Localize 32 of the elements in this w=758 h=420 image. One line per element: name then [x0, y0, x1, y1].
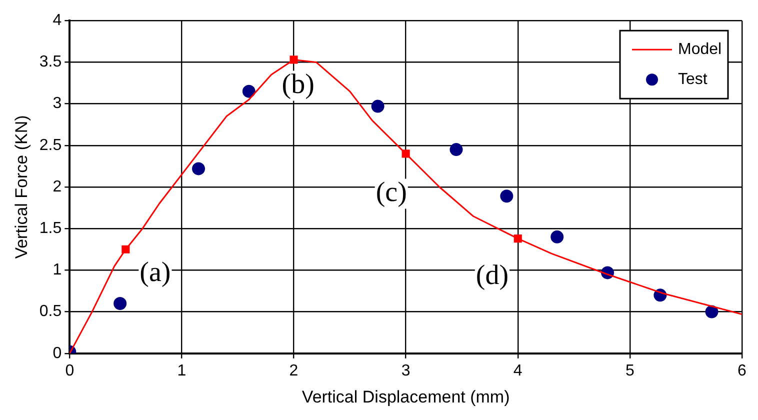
- x-tick-label: 6: [738, 362, 747, 380]
- y-axis-title: Vertical Force (KN): [12, 115, 31, 259]
- y-tick-label: 0: [52, 344, 62, 362]
- point: [371, 100, 384, 113]
- y-tick-label: 1: [52, 262, 62, 279]
- y-tick-label: 3: [52, 95, 62, 112]
- point: [500, 190, 514, 203]
- y-tick-label: 0.5: [39, 303, 62, 320]
- x-axis-title: Vertical Displacement (mm): [302, 387, 510, 406]
- x-tick-label: 3: [401, 362, 410, 380]
- annotation: (d): [476, 260, 509, 291]
- x-tick-label: 4: [513, 362, 522, 380]
- x-tick-label: 5: [625, 362, 634, 380]
- point: [114, 296, 127, 310]
- y-tick-label: 2: [52, 178, 62, 196]
- point: [242, 84, 256, 98]
- y-tick-label: 1.5: [39, 220, 62, 238]
- x-tick-label: 2: [289, 362, 298, 380]
- legend-label: Test: [678, 71, 708, 88]
- y-tick-label: 2.5: [39, 136, 62, 154]
- point: [550, 230, 564, 244]
- y-tick-label: 3.5: [39, 54, 62, 71]
- point: [450, 143, 463, 156]
- legend-label: Model: [678, 41, 722, 58]
- annotation: (b): [282, 69, 314, 100]
- x-tick-label: 0: [65, 362, 74, 380]
- point: [705, 305, 718, 318]
- x-tick-label: 1: [177, 362, 186, 380]
- annotation: (a): [140, 256, 171, 288]
- annotation: (c): [376, 177, 407, 208]
- point: [192, 162, 206, 176]
- y-tick-label: 4: [52, 12, 62, 30]
